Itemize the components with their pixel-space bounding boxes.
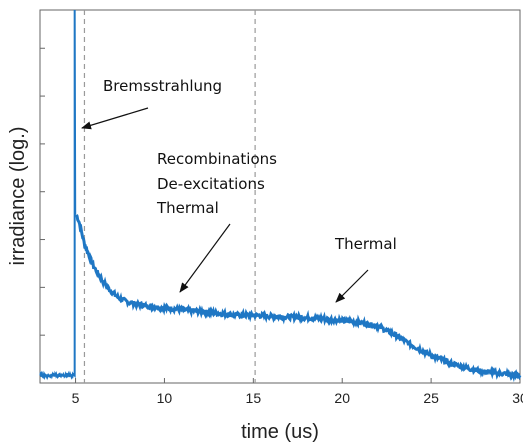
annotation-thermal-1: Thermal bbox=[156, 199, 219, 217]
y-axis-label: irradiance (log.) bbox=[7, 127, 29, 266]
annotation-thermal-2-arrow bbox=[335, 269, 369, 303]
annotation-bremsstrahlung: Bremsstrahlung bbox=[103, 77, 222, 95]
series-line bbox=[75, 214, 522, 383]
annotation-de-excitations: De-excitations bbox=[157, 175, 265, 193]
x-tick-label: 15 bbox=[246, 390, 262, 406]
x-tick-label: 25 bbox=[423, 390, 439, 406]
x-tick-label: 5 bbox=[72, 390, 80, 406]
annotation-bremsstrahlung-arrow bbox=[81, 107, 149, 130]
x-axis-label: time (us) bbox=[241, 421, 319, 443]
annotation-recombinations-arrow bbox=[179, 223, 231, 293]
x-tick-label: 30 bbox=[512, 390, 523, 406]
x-tick-label: 20 bbox=[334, 390, 350, 406]
spike-line bbox=[39, 9, 77, 381]
annotation-thermal-2: Thermal bbox=[334, 235, 397, 253]
x-tick-label: 10 bbox=[157, 390, 173, 406]
plot-area bbox=[39, 9, 521, 384]
annotation-recombinations: Recombinations bbox=[157, 150, 277, 168]
